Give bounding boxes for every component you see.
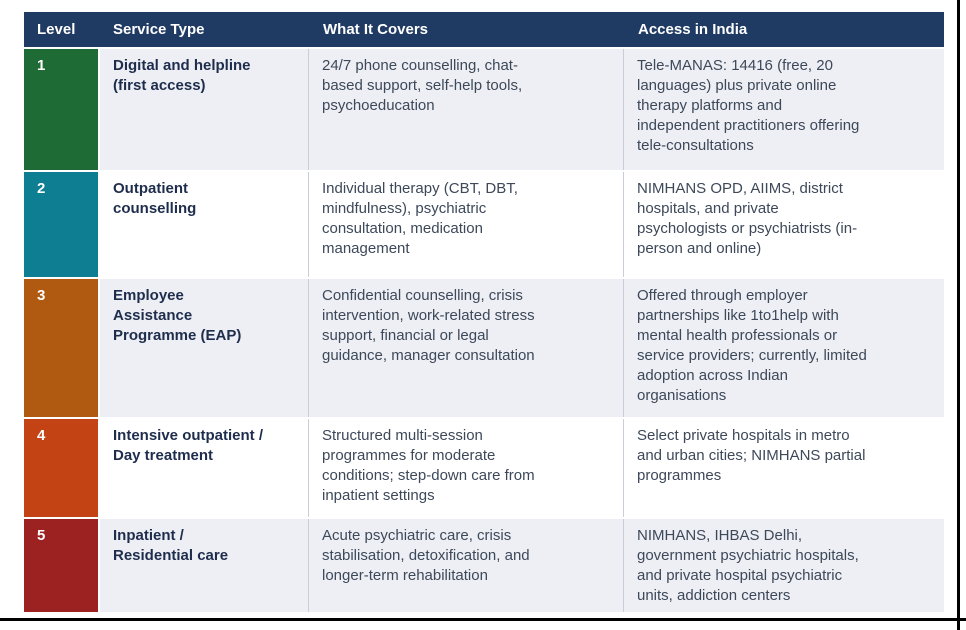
service-type-cell: Intensive outpatient / Day treatment: [113, 427, 264, 464]
covers-cell: Confidential counselling, crisis interve…: [308, 279, 623, 417]
care-levels-table: Level Service Type What It Covers Access…: [24, 12, 944, 612]
access-cell: NIMHANS OPD, AIIMS, district hospitals, …: [623, 172, 942, 277]
service-type-cell: Employee Assistance Programme (EAP): [113, 287, 242, 344]
table-row-level-5: 5 Inpatient / Residential care Acute psy…: [24, 519, 944, 612]
header-service-type: Service Type: [113, 21, 205, 38]
service-type-cell: Outpatient counselling: [113, 180, 197, 217]
level-badge: 1: [24, 49, 100, 170]
covers-cell: 24/7 phone counselling, chat- based supp…: [308, 49, 623, 170]
access-cell: Select private hospitals in metro and ur…: [623, 419, 942, 517]
covers-cell: Structured multi-session programmes for …: [308, 419, 623, 517]
table-row-level-4: 4 Intensive outpatient / Day treatment S…: [24, 419, 944, 517]
slide-frame-right-border: [957, 0, 960, 630]
header-access-in-india: Access in India: [638, 21, 748, 38]
access-cell: Offered through employer partnerships li…: [623, 279, 942, 417]
service-type-cell: Inpatient / Residential care: [113, 527, 229, 564]
table-header-row: Level Service Type What It Covers Access…: [24, 12, 944, 47]
table-row-level-3: 3 Employee Assistance Programme (EAP) Co…: [24, 279, 944, 417]
header-level: Level: [37, 21, 76, 38]
level-badge: 2: [24, 172, 100, 277]
covers-cell: Individual therapy (CBT, DBT, mindfulnes…: [308, 172, 623, 277]
level-badge: 3: [24, 279, 100, 417]
slide-frame-bottom-border: [0, 618, 966, 621]
access-cell: Tele-MANAS: 14416 (free, 20 languages) p…: [623, 49, 942, 170]
covers-cell: Acute psychiatric care, crisis stabilisa…: [308, 519, 623, 612]
service-type-cell: Digital and helpline (first access): [113, 57, 251, 94]
table-row-level-1: 1 Digital and helpline (first access) 24…: [24, 49, 944, 170]
access-cell: NIMHANS, IHBAS Delhi, government psychia…: [623, 519, 942, 612]
level-badge: 4: [24, 419, 100, 517]
header-what-it-covers: What It Covers: [323, 21, 429, 38]
level-badge: 5: [24, 519, 100, 612]
table-row-level-2: 2 Outpatient counselling Individual ther…: [24, 172, 944, 277]
